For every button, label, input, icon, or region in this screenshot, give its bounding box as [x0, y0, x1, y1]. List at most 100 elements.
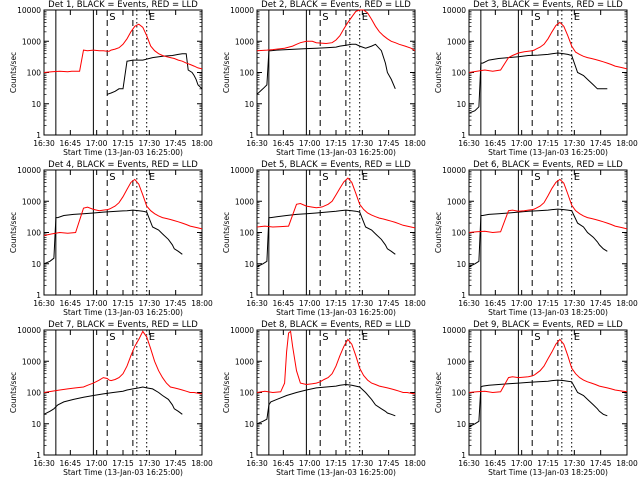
- x-axis-label: Start Time (13-Jan-03 16:25:00): [63, 148, 183, 157]
- y-tick-label: 10: [456, 420, 466, 429]
- y-tick-label: 10: [456, 260, 466, 269]
- y-tick-label: 10: [244, 420, 254, 429]
- x-axis-label: Start Time (13-Jan-03 16:25:00): [488, 148, 608, 157]
- x-tick-label: 17:00: [299, 139, 321, 148]
- x-tick-label: 17:15: [112, 459, 134, 468]
- x-tick-label: 17:15: [537, 459, 559, 468]
- x-tick-label: 17:15: [537, 299, 559, 308]
- x-tick-label: 16:45: [273, 139, 295, 148]
- y-tick-label: 10: [31, 420, 41, 429]
- y-tick-label: 1000: [447, 197, 466, 206]
- y-tick-label: 10000: [17, 166, 41, 175]
- lld-series-line: [468, 338, 628, 394]
- x-tick-label: 18:00: [191, 459, 213, 468]
- y-tick-label: 1000: [22, 357, 41, 366]
- start-marker: S: [322, 172, 328, 183]
- y-tick-label: 10: [244, 260, 254, 269]
- y-tick-label: 1: [461, 291, 466, 300]
- x-tick-label: 17:45: [165, 299, 187, 308]
- y-tick-label: 1: [249, 291, 254, 300]
- x-tick-label: 17:30: [564, 299, 586, 308]
- x-tick-label: 18:00: [404, 299, 426, 308]
- x-tick-label: 17:45: [378, 139, 400, 148]
- start-marker: S: [109, 172, 115, 183]
- end-marker: E: [574, 172, 580, 183]
- x-tick-label: 17:15: [325, 459, 347, 468]
- events-series-line: [468, 379, 608, 428]
- x-tick-label: 17:30: [352, 139, 374, 148]
- events-series-line: [468, 52, 608, 114]
- x-tick-label: 16:45: [60, 139, 82, 148]
- x-tick-label: 17:15: [325, 299, 347, 308]
- x-axis-label: Start Time (13-Jan-03 18:25:00): [488, 468, 608, 477]
- end-marker: E: [574, 12, 580, 23]
- events-series-line: [43, 386, 183, 415]
- x-tick-label: 16:30: [246, 139, 268, 148]
- plot-frame: [43, 329, 203, 456]
- lld-series-line: [43, 23, 203, 73]
- y-tick-label: 1: [36, 291, 41, 300]
- chart-title: Det 2, BLACK = Events, RED = LLD: [261, 0, 411, 10]
- y-tick-label: 10000: [230, 166, 254, 175]
- y-tick-label: 10: [31, 100, 41, 109]
- y-tick-label: 10000: [442, 326, 466, 335]
- y-tick-label: 1000: [235, 37, 254, 46]
- chart-panel: Det 8, BLACK = Events, RED = LLD 1 10 100 10…: [222, 320, 426, 477]
- plot-frame: [43, 9, 203, 136]
- y-tick-label: 1: [461, 131, 466, 140]
- y-tick-label: 1000: [447, 357, 466, 366]
- lld-series-line: [43, 330, 203, 395]
- events-series-line: [256, 383, 396, 425]
- end-marker: E: [149, 332, 155, 343]
- y-tick-label: 100: [240, 229, 255, 238]
- chart-panel: Det 9, BLACK = Events, RED = LLD 1 10 100 10…: [434, 320, 638, 477]
- plot-frame: [256, 329, 416, 456]
- x-tick-label: 18:00: [404, 139, 426, 148]
- x-axis-label: Start Time (13-Jan-03 16:25:00): [63, 308, 183, 317]
- y-tick-label: 1: [36, 131, 41, 140]
- x-tick-label: 17:45: [378, 299, 400, 308]
- y-tick-label: 10000: [17, 326, 41, 335]
- x-tick-label: 17:00: [511, 139, 533, 148]
- x-tick-label: 17:30: [139, 139, 161, 148]
- y-tick-label: 100: [240, 69, 255, 78]
- y-tick-label: 100: [27, 389, 42, 398]
- x-tick-label: 18:00: [616, 139, 638, 148]
- y-tick-label: 1000: [235, 197, 254, 206]
- x-tick-label: 16:45: [485, 459, 507, 468]
- chart-title: Det 9, BLACK = Events, RED = LLD: [473, 320, 623, 330]
- x-tick-label: 16:45: [60, 299, 82, 308]
- y-axis-label: Counts/sec: [222, 52, 231, 93]
- plot-frame: [256, 169, 416, 296]
- x-tick-label: 17:00: [511, 459, 533, 468]
- start-marker: S: [322, 332, 328, 343]
- y-tick-label: 100: [452, 389, 467, 398]
- x-tick-label: 16:45: [273, 299, 295, 308]
- y-tick-label: 10000: [230, 6, 254, 15]
- lld-series-line: [468, 21, 628, 73]
- x-tick-label: 16:45: [273, 459, 295, 468]
- x-tick-label: 17:30: [564, 459, 586, 468]
- y-tick-label: 1: [36, 451, 41, 460]
- x-tick-label: 16:45: [485, 299, 507, 308]
- y-tick-label: 1: [461, 451, 466, 460]
- x-tick-label: 16:30: [33, 299, 55, 308]
- y-tick-label: 100: [27, 229, 42, 238]
- x-tick-label: 17:00: [86, 299, 108, 308]
- x-tick-label: 17:00: [299, 459, 321, 468]
- x-tick-label: 17:30: [352, 299, 374, 308]
- events-series-line: [468, 208, 608, 268]
- chart-panel: Det 1, BLACK = Events, RED = LLD 1 10 100 10…: [9, 0, 213, 157]
- x-tick-label: 16:30: [458, 139, 480, 148]
- start-marker: S: [109, 332, 115, 343]
- x-tick-label: 17:15: [112, 299, 134, 308]
- start-marker: S: [109, 12, 115, 23]
- y-axis-label: Counts/sec: [9, 52, 18, 93]
- lld-series-line: [256, 9, 416, 52]
- x-tick-label: 17:30: [564, 139, 586, 148]
- y-tick-label: 10000: [230, 326, 254, 335]
- y-tick-label: 100: [240, 389, 255, 398]
- chart-panel: Det 2, BLACK = Events, RED = LLD 1 10 100 10…: [222, 0, 426, 157]
- events-series-line: [256, 43, 396, 95]
- x-tick-label: 18:00: [191, 139, 213, 148]
